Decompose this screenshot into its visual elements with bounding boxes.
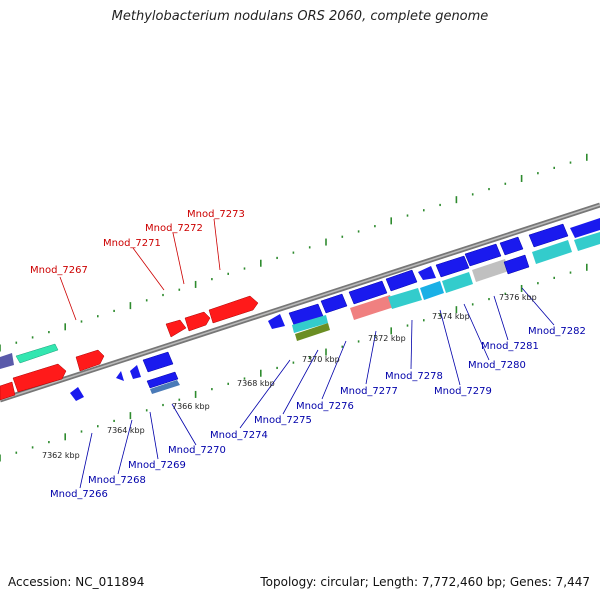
gene-feature[interactable] <box>146 371 179 389</box>
scale-label: 7372 kbp <box>368 334 406 343</box>
gene-label[interactable]: Mnod_7270 <box>168 445 226 456</box>
gene-feature[interactable] <box>503 254 530 275</box>
gene-label[interactable]: Mnod_7282 <box>528 326 586 337</box>
gene-feature[interactable] <box>116 371 124 381</box>
gene-feature[interactable] <box>499 236 524 256</box>
gene-feature[interactable] <box>464 243 502 267</box>
gene-label[interactable]: Mnod_7276 <box>296 401 354 412</box>
gene-feature[interactable] <box>295 323 330 341</box>
gene-label[interactable]: Mnod_7271 <box>103 238 161 249</box>
gene-feature[interactable] <box>12 363 67 393</box>
gene-feature[interactable] <box>472 259 509 282</box>
gene-feature[interactable] <box>570 218 600 238</box>
scale-label: 7362 kbp <box>42 451 80 460</box>
gene-feature[interactable] <box>70 387 84 401</box>
gene-label[interactable]: Mnod_7272 <box>145 223 203 234</box>
gene-feature[interactable] <box>0 353 14 369</box>
gene-label[interactable]: Mnod_7266 <box>50 489 108 500</box>
scale-labels: 7362 kbp 7364 kbp 7366 kbp 7368 kbp 7370… <box>42 293 537 460</box>
gene-label[interactable]: Mnod_7279 <box>434 386 492 397</box>
gene-feature[interactable] <box>292 315 328 333</box>
gene-feature[interactable] <box>150 380 180 394</box>
gene-feature[interactable] <box>528 223 569 248</box>
gene-feature[interactable] <box>130 365 141 379</box>
gene-feature[interactable] <box>350 295 394 320</box>
gene-feature[interactable] <box>442 272 473 293</box>
tick-track-inner <box>0 263 588 462</box>
genome-backbone <box>0 202 600 403</box>
gene-label[interactable]: Mnod_7281 <box>481 341 539 352</box>
gene-label[interactable]: Mnod_7280 <box>468 360 526 371</box>
gene-label[interactable]: Mnod_7277 <box>340 386 398 397</box>
scale-label: 7374 kbp <box>432 312 470 321</box>
scale-label: 7366 kbp <box>172 402 210 411</box>
gene-feature[interactable] <box>574 232 600 251</box>
gene-feature[interactable] <box>532 240 572 264</box>
reverse-gene-labels: Mnod_7266 Mnod_7268 Mnod_7269 Mnod_7270 … <box>50 326 586 500</box>
tick-track-outer <box>0 153 588 352</box>
gene-feature[interactable] <box>435 255 470 278</box>
gene-feature[interactable] <box>268 314 285 329</box>
scale-label: 7370 kbp <box>302 355 340 364</box>
gene-feature[interactable] <box>208 295 259 324</box>
gene-feature[interactable] <box>142 351 174 373</box>
gene-label[interactable]: Mnod_7275 <box>254 415 312 426</box>
gene-label[interactable]: Mnod_7274 <box>210 430 268 441</box>
gene-feature[interactable] <box>0 381 16 401</box>
gene-feature[interactable] <box>388 288 422 309</box>
gene-label[interactable]: Mnod_7278 <box>385 371 443 382</box>
map-title: Methylobacterium nodulans ORS 2060, comp… <box>111 9 489 24</box>
forward-gene-labels: Mnod_7267 Mnod_7271 Mnod_7272 Mnod_7273 <box>30 209 245 276</box>
gene-feature[interactable] <box>418 266 436 280</box>
gene-feature[interactable] <box>320 293 348 314</box>
gene-feature[interactable] <box>165 319 187 338</box>
scale-label: 7376 kbp <box>499 293 537 302</box>
gene-feature[interactable] <box>184 311 211 332</box>
gene-label[interactable]: Mnod_7269 <box>128 460 186 471</box>
scale-label: 7368 kbp <box>237 379 275 388</box>
gene-label[interactable]: Mnod_7268 <box>88 475 146 486</box>
reverse-genes <box>70 218 600 401</box>
scale-label: 7364 kbp <box>107 426 145 435</box>
gene-feature[interactable] <box>75 349 105 372</box>
gene-feature[interactable] <box>15 343 59 364</box>
gene-label[interactable]: Mnod_7273 <box>187 209 245 220</box>
gene-feature[interactable] <box>385 269 418 292</box>
forward-genes <box>0 295 259 401</box>
label-connectors <box>59 218 555 489</box>
gene-feature[interactable] <box>348 280 388 305</box>
accession-label: Accession: NC_011894 <box>8 575 145 589</box>
genome-summary: Topology: circular; Length: 7,772,460 bp… <box>260 575 590 589</box>
gene-feature[interactable] <box>420 281 444 300</box>
gene-label[interactable]: Mnod_7267 <box>30 265 88 276</box>
